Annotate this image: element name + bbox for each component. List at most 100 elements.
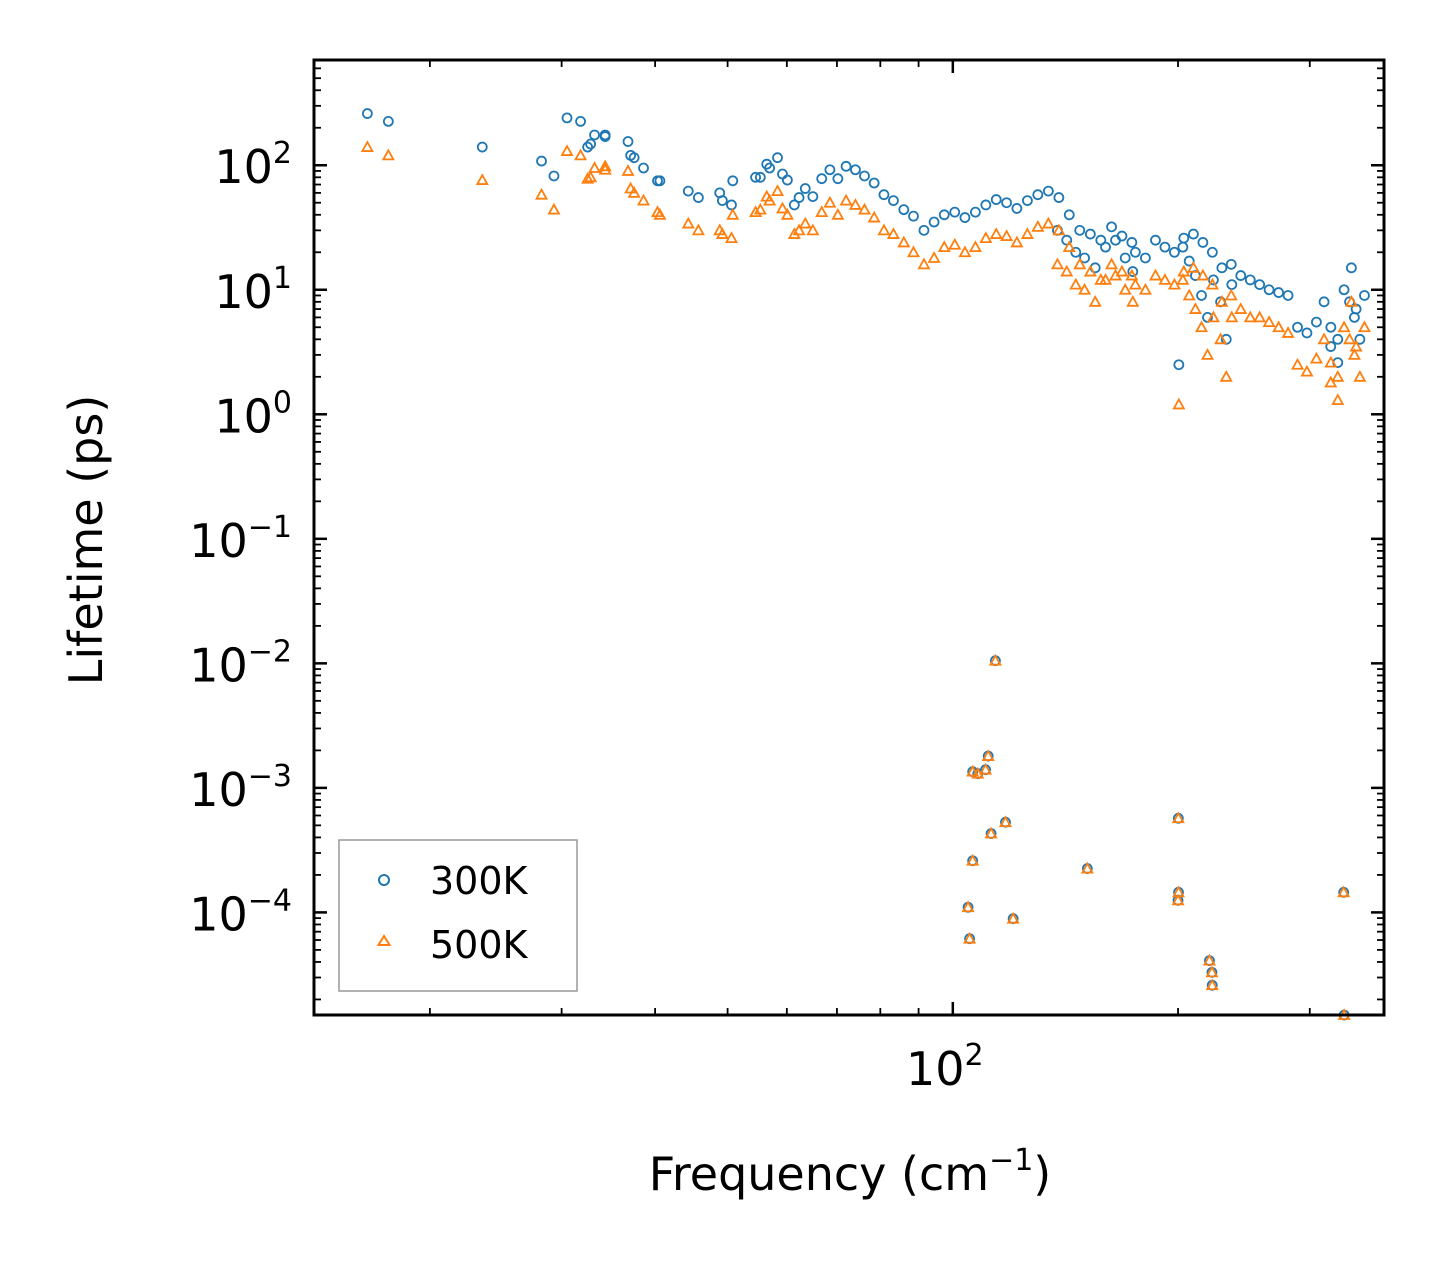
data-point-500k: [598, 162, 612, 175]
data-point-300k: [918, 224, 930, 236]
legend-frame: [338, 839, 578, 992]
data-point-300k: [1119, 252, 1131, 264]
data-point-300k: [781, 174, 793, 186]
data-point-500k: [1006, 911, 1020, 924]
data-point-300k: [898, 204, 910, 216]
data-point-300k: [1226, 279, 1238, 291]
data-point-300k: [1216, 262, 1228, 274]
data-point-300k: [1079, 252, 1090, 264]
data-point-500k: [848, 198, 862, 210]
data-point-500k: [584, 170, 598, 183]
data-point-500k: [621, 164, 635, 176]
data-point-300k: [1150, 234, 1161, 246]
x-axis-label-main: Frequency (cm: [649, 1147, 989, 1201]
data-point-300k: [682, 185, 694, 197]
data-point-500k: [381, 148, 395, 161]
data-point-300k: [638, 162, 649, 174]
data-point-500k: [1353, 369, 1367, 382]
data-point-500k: [966, 764, 980, 777]
data-point-500k: [1347, 348, 1361, 360]
data-point-500k: [906, 245, 921, 258]
data-point-500k: [1202, 953, 1216, 966]
x-tick-label: 102: [906, 1038, 984, 1096]
data-point-300k: [716, 195, 728, 207]
data-point-300k: [832, 173, 844, 185]
series-500k: [360, 140, 1371, 1020]
data-point-500k: [1357, 320, 1371, 333]
x-axis-label-suffix: ): [1033, 1147, 1051, 1201]
data-point-300k: [727, 175, 739, 187]
data-point-500k: [1219, 369, 1233, 382]
data-point-300k: [654, 175, 666, 187]
data-point-300k: [1011, 203, 1023, 214]
data-point-500k: [1205, 277, 1219, 290]
data-point-500k: [1052, 223, 1066, 236]
data-point-300k: [824, 164, 836, 176]
data-point-300k: [585, 138, 597, 150]
data-point-500k: [1128, 277, 1142, 290]
data-point-500k: [1050, 257, 1064, 270]
data-point-500k: [831, 207, 845, 220]
data-point-500k: [1253, 310, 1267, 323]
data-point-500k: [1225, 310, 1239, 323]
data-point-500k: [627, 186, 641, 198]
data-point-500k: [1080, 861, 1094, 874]
data-point-500k: [715, 227, 729, 239]
data-point-300k: [1032, 189, 1044, 201]
data-point-300k: [1197, 237, 1209, 248]
data-point-500k: [1200, 348, 1215, 360]
data-point-500k: [937, 240, 951, 253]
data-point-500k: [1062, 240, 1076, 253]
data-point-300k: [628, 152, 640, 164]
y-tick-label: 10−4: [189, 883, 292, 941]
data-point-300k: [1188, 228, 1199, 240]
data-point-500k: [780, 207, 794, 220]
data-point-300k: [536, 155, 547, 167]
data-point-300k: [1359, 290, 1370, 301]
data-point-500k: [1234, 302, 1248, 314]
data-point-500k: [1083, 264, 1097, 277]
data-point-500k: [1000, 229, 1014, 241]
data-point-500k: [1158, 273, 1172, 285]
data-point-500k: [547, 202, 561, 215]
data-point-300k: [1173, 359, 1185, 371]
data-point-500k: [1108, 268, 1123, 281]
y-axis-label: Lifetime (ps): [59, 395, 113, 686]
major-ticks: [314, 60, 1384, 1015]
data-point-300k: [726, 199, 737, 211]
data-point-300k: [1053, 192, 1065, 203]
data-point-300k: [622, 136, 634, 147]
y-tick-labels: 102 101 100 10−1 10−2 10−3 10−4: [189, 136, 292, 941]
data-point-300k: [582, 141, 594, 153]
data-point-500k: [823, 195, 837, 208]
data-point-500k: [1194, 320, 1209, 333]
data-point-500k: [588, 161, 602, 173]
data-point-300k: [1129, 246, 1141, 258]
data-point-500k: [927, 251, 941, 263]
data-point-300k: [772, 152, 783, 164]
data-point-300k: [1070, 246, 1082, 258]
data-point-300k: [1325, 341, 1337, 352]
data-point-300k: [1301, 327, 1313, 339]
data-point-300k: [382, 115, 394, 127]
data-point-500k: [979, 231, 993, 243]
data-point-500k: [1171, 811, 1185, 824]
data-point-500k: [1331, 369, 1345, 382]
data-point-300k: [1332, 333, 1344, 345]
data-point-500k: [989, 227, 1003, 239]
y-tick-label: 101: [214, 261, 292, 319]
data-point-300k: [807, 191, 819, 202]
data-point-300k: [1196, 290, 1207, 301]
y-tick-label: 10−3: [189, 759, 292, 817]
data-point-300k: [788, 199, 800, 211]
data-point-500k: [1186, 260, 1200, 273]
data-point-500k: [998, 815, 1013, 828]
data-point-500k: [1125, 268, 1139, 281]
data-point-500k: [360, 140, 374, 152]
data-point-300k: [970, 206, 981, 218]
data-point-300k: [1110, 234, 1121, 246]
data-point-300k: [1169, 246, 1180, 258]
data-point-500k: [806, 223, 820, 236]
series-300k: [361, 108, 1370, 1021]
data-point-300k: [1063, 209, 1075, 221]
